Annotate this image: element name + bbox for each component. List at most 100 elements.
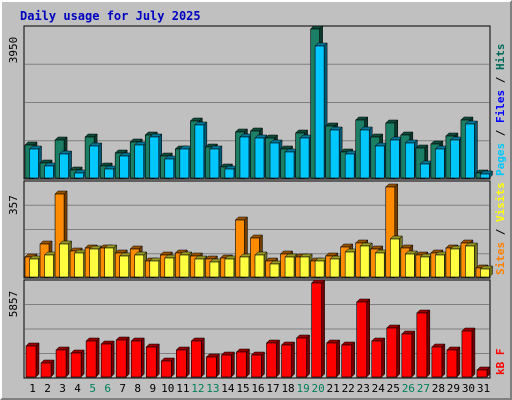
bar-kb-f [70,349,85,378]
bar-kb-f [220,351,236,378]
legend-entry: Files [494,90,507,123]
bar-files [329,126,343,179]
bar-files [464,120,479,179]
x-tick-label: 19 [296,382,309,395]
bar-sites [28,255,43,278]
bar-files [389,136,403,179]
bar-kb-f [175,346,190,378]
bar-files [284,148,298,179]
legend-entry: Visits [494,182,507,222]
x-tick-label: 6 [104,382,111,395]
bar-sites [209,258,223,278]
bar-files [419,160,433,179]
panel-1: 3950 Pages / Files / Hits [7,25,507,180]
bar-kb-f [431,343,446,378]
bar-kb-f [401,330,416,378]
x-tick-label: 3 [59,382,66,395]
bar-sites [73,249,88,278]
legend-separator: / [494,70,507,90]
bar-files [119,152,133,179]
panel-3: 5857 kB F [7,279,507,379]
bar-files [344,150,358,179]
bar-kb-f [40,359,55,378]
bar-files [134,141,148,179]
bar-sites [119,252,133,278]
bar-sites [359,242,373,278]
bar-sites [89,245,103,278]
x-tick-label: 1 [29,382,36,395]
bar-sites [419,253,433,278]
bar-kb-f [190,337,205,378]
chart-panels: 3950 Pages / Files / Hits 357 Sites / Visit… [7,25,507,379]
bar-files [104,165,118,179]
bar-kb-f [416,309,431,378]
bar-sites [43,251,58,278]
bar-files [254,134,268,179]
bar-sites [329,255,343,278]
bar-kb-f [115,336,130,378]
bar-kb-f [311,279,326,378]
x-tick-label: 15 [236,382,249,395]
x-tick-label: 25 [387,382,400,395]
panel-2: 357 Sites / Visits [7,180,507,279]
bar-files [28,145,43,179]
bar-sites [434,251,448,278]
bar-files [73,169,88,179]
bar-kb-f [386,324,401,378]
bar-kb-f [446,346,461,378]
x-tick-label: 12 [191,382,204,395]
bar-files [359,126,373,179]
bar-files [43,162,58,179]
legend-entry: Hits [494,44,507,71]
x-tick-label: 17 [266,382,279,395]
x-tick-label: 14 [221,382,235,395]
bar-sites [269,260,283,278]
chart-title: Daily usage for July 2025 [20,9,201,23]
bar-files [299,134,313,179]
bar-sites [299,253,313,278]
bar-kb-f [85,337,100,378]
bar-sites [374,249,388,278]
legend-entry: Sites [494,242,507,275]
y-axis-max-label: 357 [7,195,20,215]
legend: Pages / Files / Hits [494,44,507,177]
bar-sites [284,253,298,278]
legend-separator: / [494,123,507,143]
bar-kb-f [476,366,491,378]
bar-kb-f [371,337,386,378]
bar-files [58,150,73,179]
bar-kb-f [461,327,476,378]
bar-sites [464,242,479,278]
bar-kb-f [55,346,70,378]
bar-kb-f [25,342,40,378]
bar-files [209,145,223,179]
bar-files [224,165,238,179]
bar-sites [179,251,193,278]
bar-files [164,155,178,179]
bar-files [89,142,103,179]
bar-kb-f [160,357,175,378]
bar-kb-f [295,334,311,378]
bar-sites [104,244,118,278]
x-tick-label: 5 [89,382,96,395]
legend-separator: / [494,222,507,242]
bar-sites [134,251,148,278]
x-tick-label: 8 [134,382,141,395]
x-tick-label: 21 [327,382,340,395]
x-tick-label: 2 [44,382,51,395]
bar-kb-f [145,343,160,378]
bar-sites [449,245,464,278]
x-tick-label: 11 [176,382,189,395]
bar-files [314,42,328,179]
bar-kb-f [326,339,341,378]
bar-kb-f [265,339,281,378]
x-tick-label: 30 [462,382,475,395]
bar-sites [239,253,253,278]
y-axis-max-label: 3950 [7,37,20,64]
bar-sites [389,235,403,278]
x-tick-label: 22 [342,382,355,395]
bar-sites [344,248,358,278]
legend: Sites / Visits [494,182,507,275]
bar-files [434,145,448,179]
